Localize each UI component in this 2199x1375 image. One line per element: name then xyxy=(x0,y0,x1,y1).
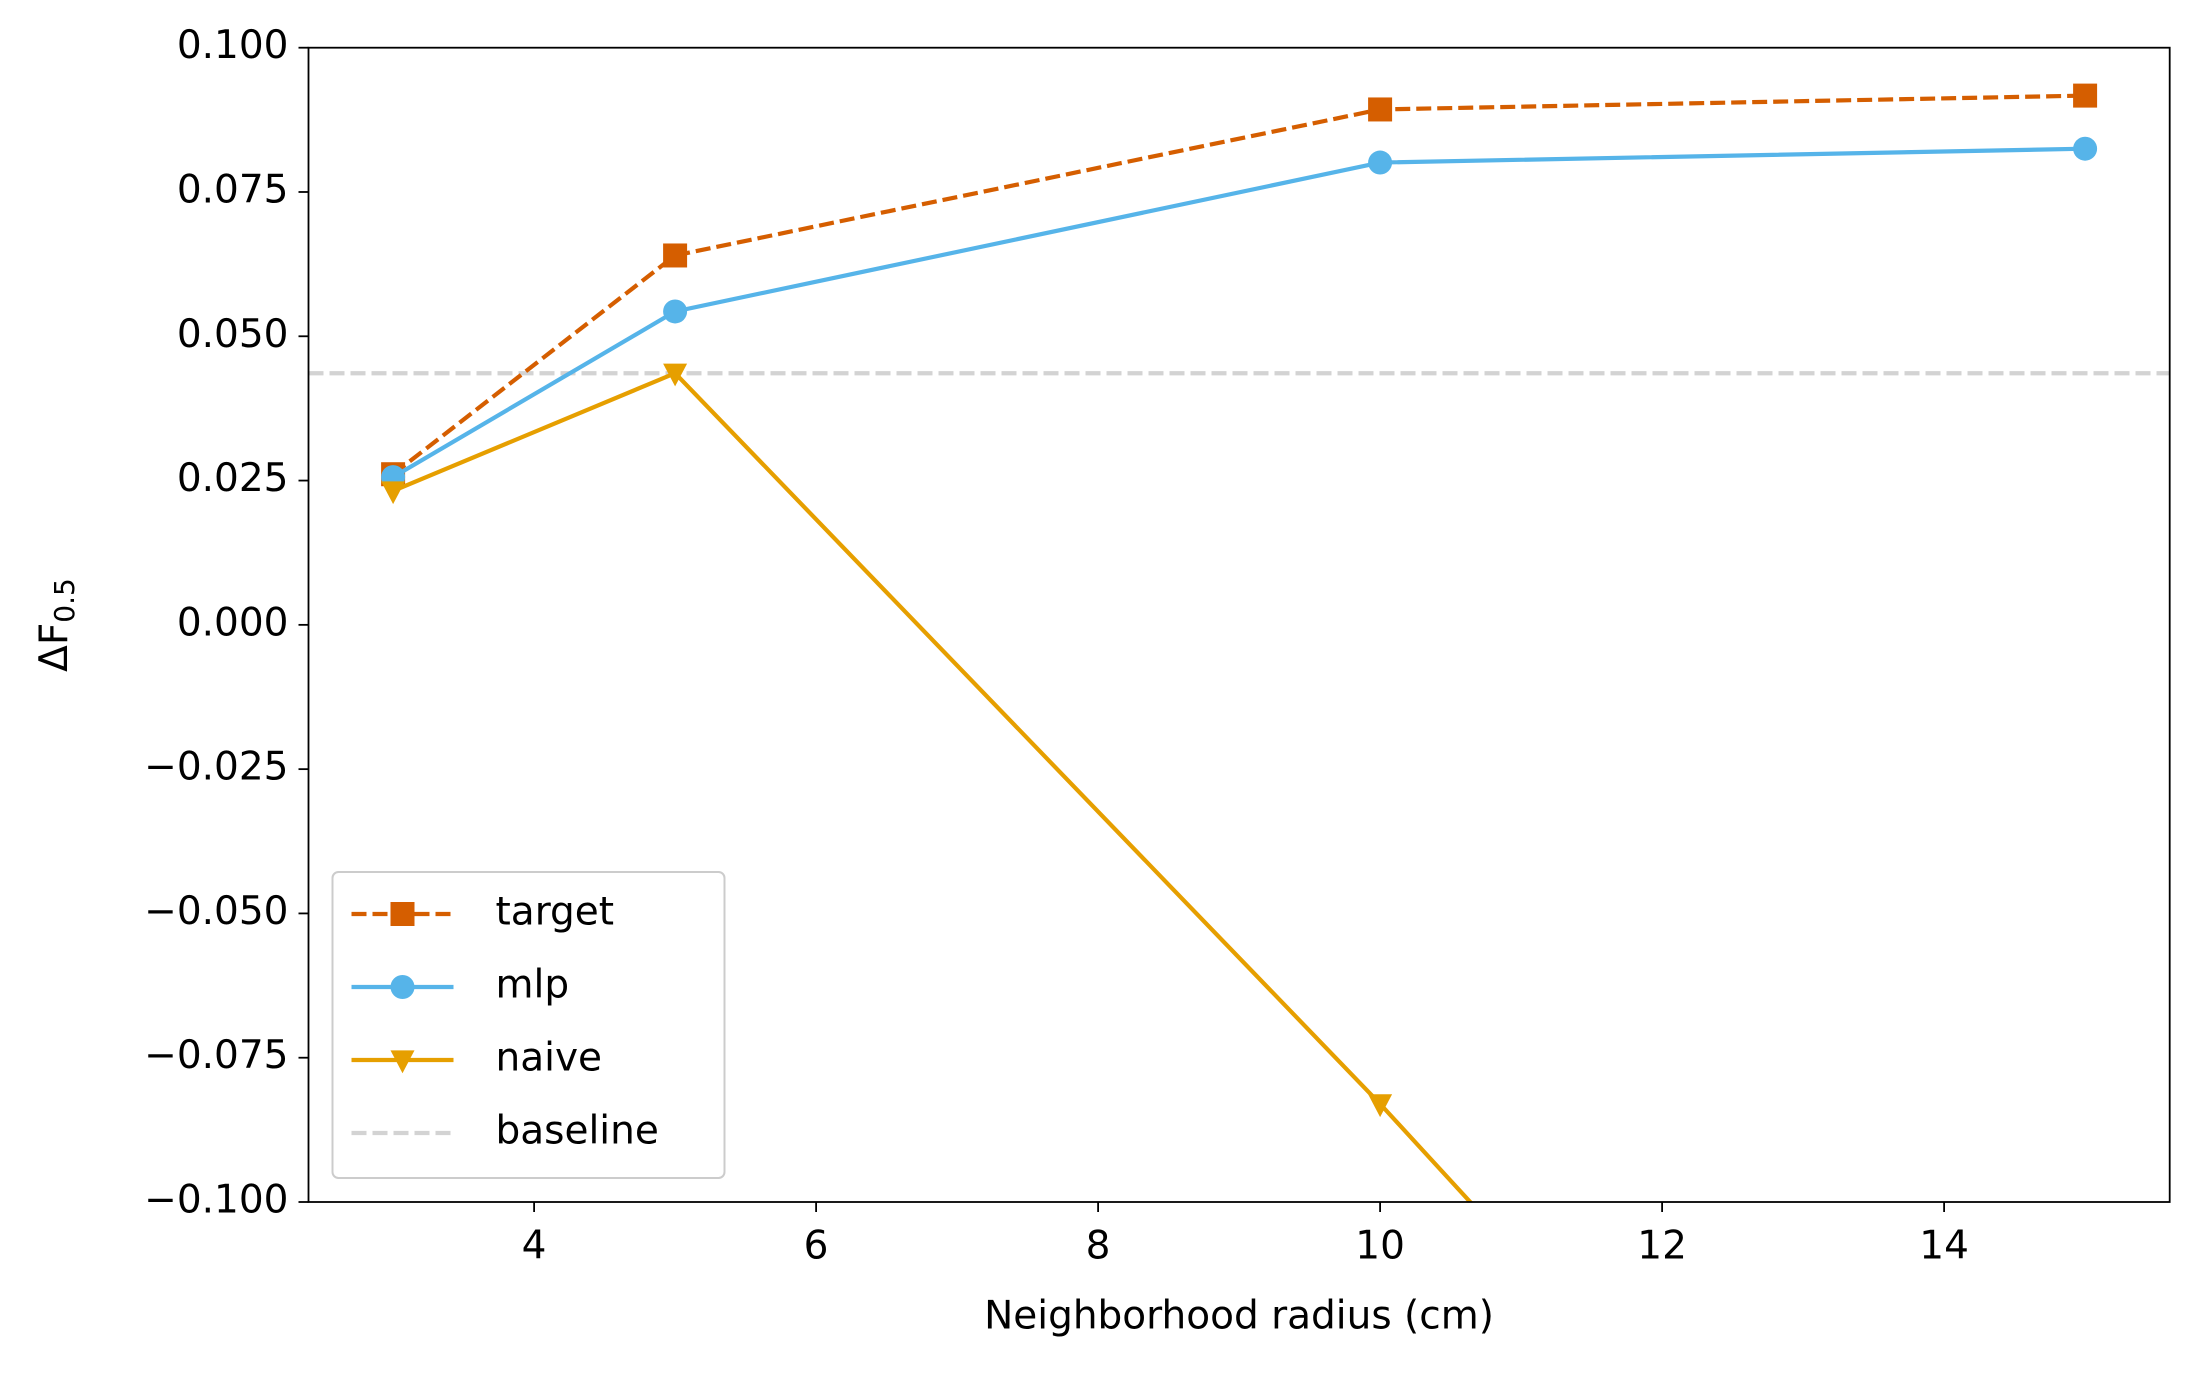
x-tick-label: 8 xyxy=(1086,1224,1111,1269)
series-line xyxy=(391,93,2086,476)
legend-box xyxy=(331,871,726,1179)
marker xyxy=(1368,150,1393,175)
x-tick-label: 12 xyxy=(1637,1224,1687,1269)
plot-frame xyxy=(307,46,2171,1203)
plot-area xyxy=(308,83,2170,1202)
marker xyxy=(1368,1094,1393,1118)
legend-label: target xyxy=(496,890,615,935)
series-line xyxy=(392,146,2086,479)
legend-label: baseline xyxy=(496,1109,659,1154)
y-axis-label: ΔF0.5 xyxy=(32,578,82,672)
y-tick-label: −0.075 xyxy=(144,1033,288,1078)
legend: target mlp naive baseline xyxy=(331,871,726,1179)
marker xyxy=(381,481,406,505)
series-line xyxy=(392,370,1474,1202)
y-tick-label: −0.100 xyxy=(144,1178,288,1223)
y-tick-label: 0.000 xyxy=(177,600,289,645)
y-tick-label: 0.075 xyxy=(177,167,289,212)
marker xyxy=(2073,83,2098,108)
marker xyxy=(1368,97,1393,122)
y-tick-label: 0.025 xyxy=(177,456,289,501)
y-axis-label-sub: 0.5 xyxy=(48,578,81,623)
x-tick-label: 6 xyxy=(804,1224,829,1269)
marker xyxy=(663,299,688,324)
x-tick-label: 4 xyxy=(522,1224,547,1269)
marker xyxy=(390,902,415,926)
legend-label: naive xyxy=(496,1036,603,1081)
x-tick-label: 14 xyxy=(1919,1224,1969,1269)
y-axis-label-main: ΔF xyxy=(32,623,77,672)
y-tick-label: −0.025 xyxy=(144,745,288,790)
marker xyxy=(663,243,688,268)
y-tick-label: 0.100 xyxy=(177,23,289,68)
y-tick-label: −0.050 xyxy=(144,889,288,934)
y-tick-label: 0.050 xyxy=(177,312,289,357)
marker xyxy=(663,363,688,387)
marker xyxy=(390,1050,415,1074)
marker xyxy=(390,975,415,999)
x-tick-label: 10 xyxy=(1355,1224,1405,1269)
legend-label: mlp xyxy=(496,963,570,1008)
x-axis-label: Neighborhood radius (cm) xyxy=(984,1294,1494,1339)
marker xyxy=(2073,136,2098,161)
